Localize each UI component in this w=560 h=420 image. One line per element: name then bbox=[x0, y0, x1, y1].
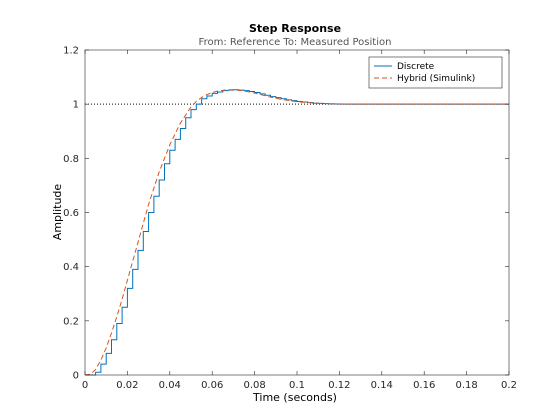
y-tick-label: 0.4 bbox=[63, 262, 79, 273]
y-tick-label: 0 bbox=[73, 371, 79, 382]
x-axis-label: Time (seconds) bbox=[252, 391, 337, 404]
chart-title: Step Response bbox=[249, 22, 341, 35]
y-tick-label: 1.2 bbox=[63, 46, 79, 57]
legend-label-discrete: Discrete bbox=[397, 62, 435, 72]
x-tick-label: 0.16 bbox=[413, 380, 435, 391]
y-tick-label: 0.2 bbox=[63, 316, 79, 327]
x-tick-label: 0.18 bbox=[455, 380, 477, 391]
y-tick-label: 0.8 bbox=[63, 154, 79, 165]
legend: Discrete Hybrid (Simulink) bbox=[368, 56, 503, 89]
x-tick-label: 0.02 bbox=[116, 380, 138, 391]
plot-frame bbox=[84, 49, 510, 376]
x-tick-label: 0.1 bbox=[289, 380, 305, 391]
x-tick-label: 0.12 bbox=[328, 380, 350, 391]
legend-box bbox=[368, 56, 503, 89]
chart-subtitle: From: Reference To: Measured Position bbox=[199, 37, 392, 48]
x-tick-label: 0.04 bbox=[159, 380, 181, 391]
x-tick-label: 0.08 bbox=[243, 380, 265, 391]
y-tick-label: 1 bbox=[73, 100, 79, 111]
x-tick-label: 0.06 bbox=[201, 380, 223, 391]
y-tick-label: 0.6 bbox=[63, 208, 79, 219]
x-tick-label: 0.14 bbox=[371, 380, 393, 391]
y-axis-label: Amplitude bbox=[51, 184, 64, 241]
x-tick-label: 0.2 bbox=[501, 380, 517, 391]
x-tick-label: 0 bbox=[82, 380, 88, 391]
legend-label-hybrid: Hybrid (Simulink) bbox=[397, 74, 475, 84]
